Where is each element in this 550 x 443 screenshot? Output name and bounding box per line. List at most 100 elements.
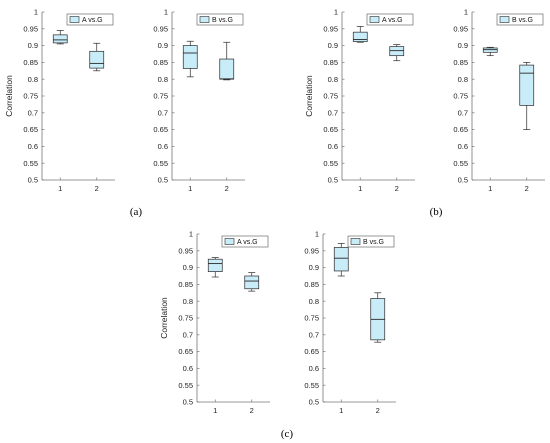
y-tick-label: 0.95 [153,24,168,33]
y-tick-label: 0.5 [309,398,319,407]
iqr-box [52,34,68,44]
caption-b: (b) [430,206,443,218]
iqr-box [352,31,368,42]
iqr-box [482,47,498,53]
legend-frame [366,13,414,26]
y-tick-label: 0.85 [304,280,319,289]
y-tick-label: 0.9 [309,263,319,272]
legend-frame [496,13,544,26]
box-1 [52,30,68,45]
chart-panel-c-1: 0.5 0.55 0.6 0.65 0.7 0.75 0.8 0.85 0.9 0.95 1 1 2 Co… [159,230,270,415]
legend-swatch [199,16,210,23]
legend-label: B vs.G [212,17,233,24]
y-tick-label: 0.85 [23,58,38,67]
legend: A vs.G [366,13,414,26]
x-tick-label: 1 [213,406,217,415]
y-axis-label: Correlation [159,297,169,339]
legend: B vs.G [496,13,544,26]
y-tick-label: 0.75 [153,92,168,101]
y-tick-label: 0.9 [328,41,338,50]
y-tick-label: 0.5 [458,176,468,185]
legend: A vs.G [66,13,114,26]
legend-label: A vs.G [382,17,403,24]
y-tick-label: 0.6 [158,142,168,151]
box-1 [333,243,349,277]
iqr-box [519,64,535,106]
y-tick-label: 1 [315,230,319,239]
y-tick-label: 1 [34,8,38,17]
y-tick-label: 0.9 [158,41,168,50]
legend-swatch [499,16,510,23]
y-tick-label: 0.55 [323,159,338,168]
y-tick-label: 0.75 [323,92,338,101]
legend: B vs.G [347,235,395,248]
legend-frame [196,13,244,26]
y-tick-label: 0.75 [23,92,38,101]
y-tick-label: 0.5 [28,176,38,185]
y-tick-label: 0.85 [453,58,468,67]
legend-label: A vs.G [82,17,103,24]
y-tick-label: 0.6 [328,142,338,151]
y-tick-label: 0.65 [153,125,168,134]
y-tick-label: 0.5 [183,398,193,407]
box-2 [389,44,405,62]
legend: B vs.G [196,13,244,26]
y-tick-label: 0.5 [158,176,168,185]
y-tick-label: 0.8 [158,75,168,84]
y-tick-label: 0.95 [178,246,193,255]
y-tick-label: 0.55 [453,159,468,168]
y-tick-label: 0.5 [328,176,338,185]
chart-panel-b-1: 0.5 0.55 0.6 0.65 0.7 0.75 0.8 0.85 0.9 0.95 1 1 2 Co… [304,8,415,193]
iqr-box [333,247,349,272]
y-tick-label: 1 [164,8,168,17]
y-tick-label: 0.55 [153,159,168,168]
y-tick-label: 0.6 [183,364,193,373]
y-axis-label: Correlation [304,75,314,117]
y-tick-label: 0.75 [178,314,193,323]
y-tick-label: 0.8 [183,297,193,306]
box-2 [370,292,386,343]
legend-label: A vs.G [237,239,258,246]
y-tick-label: 0.9 [28,41,38,50]
y-tick-label: 0.85 [153,58,168,67]
y-tick-label: 0.8 [328,75,338,84]
y-tick-label: 0.65 [23,125,38,134]
iqr-box [219,58,235,80]
legend-swatch [69,16,80,23]
y-tick-label: 0.65 [178,347,193,356]
y-tick-label: 0.8 [309,297,319,306]
legend-frame [66,13,114,26]
x-tick-label: 1 [188,184,192,193]
y-tick-label: 0.85 [323,58,338,67]
box-1 [352,26,368,43]
x-tick-label: 2 [376,406,380,415]
box-2 [519,62,535,130]
box-1 [182,40,198,78]
chart-panel-a-2: 0.5 0.55 0.6 0.65 0.7 0.75 0.8 0.85 0.9 0.95 1 1 2 B … [153,8,245,193]
y-tick-label: 0.7 [183,330,193,339]
chart-panel-b-2: 0.5 0.55 0.6 0.65 0.7 0.75 0.8 0.85 0.9 0.95 1 1 2 B … [453,8,545,193]
iqr-box [244,275,260,290]
y-axis-label: Correlation [4,75,14,117]
caption-a: (a) [130,206,143,218]
box-1 [207,257,223,278]
y-tick-label: 0.55 [304,381,319,390]
box-2 [244,272,260,292]
chart-panel-c-2: 0.5 0.55 0.6 0.65 0.7 0.75 0.8 0.85 0.9 0.95 1 1 2 B … [304,230,396,415]
legend-swatch [350,238,361,245]
y-tick-label: 0.95 [304,246,319,255]
y-tick-label: 0.6 [28,142,38,151]
y-tick-label: 0.9 [458,41,468,50]
iqr-box [182,45,198,69]
x-tick-label: 1 [339,406,343,415]
chart-panel-a-1: 0.5 0.55 0.6 0.65 0.7 0.75 0.8 0.85 0.9 0.95 1 1 2 Co… [4,8,115,193]
y-tick-label: 0.65 [453,125,468,134]
x-tick-label: 2 [225,184,229,193]
y-tick-label: 0.75 [304,314,319,323]
legend-label: B vs.G [512,17,533,24]
y-tick-label: 0.6 [458,142,468,151]
legend-swatch [369,16,380,23]
y-tick-label: 0.6 [309,364,319,373]
x-tick-label: 2 [525,184,529,193]
